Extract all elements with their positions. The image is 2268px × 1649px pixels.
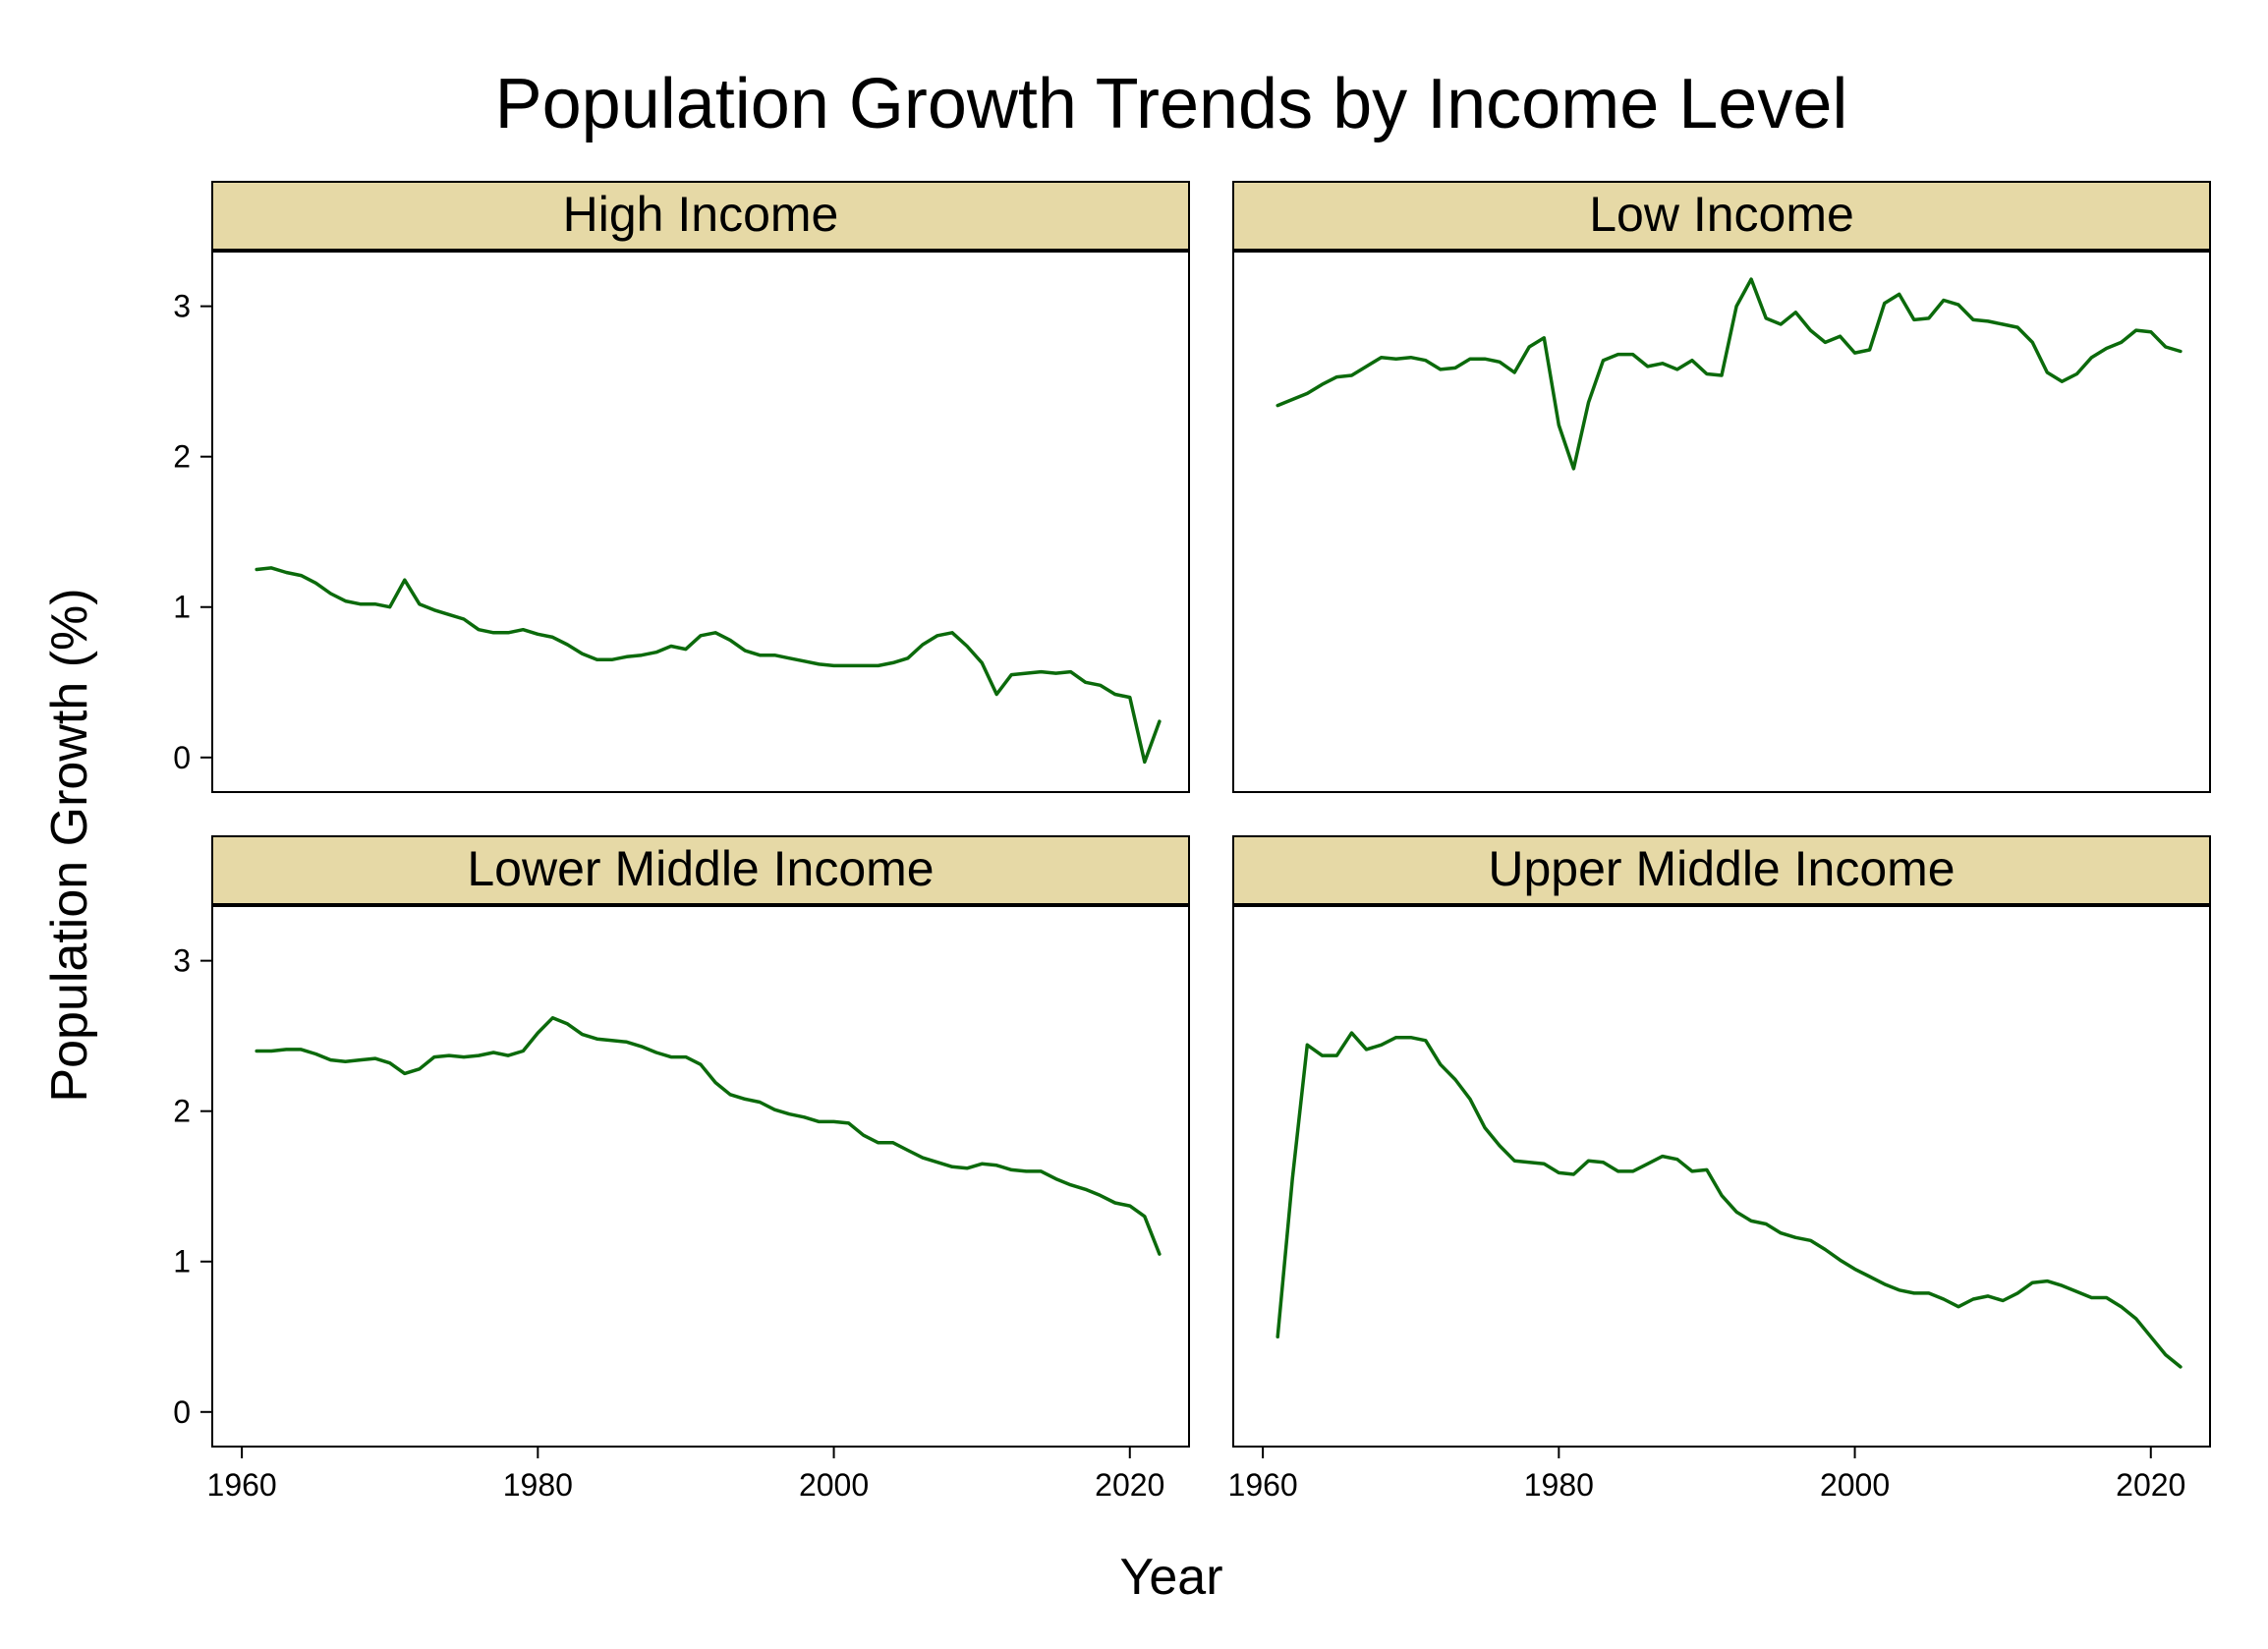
x-tick-label-lower-middle-income-2020: 2020	[1095, 1467, 1164, 1503]
y-tick-label-lower-middle-income-2: 2	[173, 1094, 191, 1129]
panel-lower-middle-income: Lower Middle Income 0 1 2 3 1960 1980 2000 2020	[173, 835, 1190, 1503]
x-tick-label-upper-middle-income-2000: 2000	[1820, 1467, 1890, 1503]
plot-area-upper-middle-income	[1232, 904, 2211, 1448]
x-tick-label-upper-middle-income-2020: 2020	[2116, 1467, 2185, 1503]
plot-area-lower-middle-income	[211, 904, 1190, 1448]
series-line-low-income	[1276, 277, 2183, 471]
strip-low-income	[1232, 181, 2211, 252]
series-line-lower-middle-income	[255, 1016, 1162, 1256]
strip-lower-middle-income	[211, 835, 1190, 906]
x-tick-label-upper-middle-income-1960: 1960	[1228, 1467, 1298, 1503]
x-tick-label-lower-middle-income-1980: 1980	[503, 1467, 573, 1503]
x-tick-label-lower-middle-income-1960: 1960	[207, 1467, 277, 1503]
panel-upper-middle-income: Upper Middle Income 1960 1980 2000 2020	[1228, 835, 2211, 1503]
y-tick-label-high-income-3: 3	[173, 289, 191, 324]
strip-upper-middle-income	[1232, 835, 2211, 906]
y-tick-label-lower-middle-income-3: 3	[173, 943, 191, 979]
y-tick-label-high-income-0: 0	[173, 740, 191, 775]
strip-label-lower-middle-income: Lower Middle Income	[467, 841, 934, 896]
panel-high-income: High Income 0 1 2 3	[173, 181, 1190, 793]
panel-low-income: Low Income	[1232, 181, 2211, 793]
x-tick-label-lower-middle-income-2000: 2000	[799, 1467, 869, 1503]
y-tick-label-high-income-1: 1	[173, 590, 191, 625]
facet-panels: High Income 0 1 2 3 Low Income Lower Middle In…	[173, 181, 2211, 1503]
chart-title: Population Growth Trends by Income Level	[495, 65, 1848, 143]
series-line-high-income	[255, 566, 1162, 765]
y-axis-label: Population Growth (%)	[41, 588, 98, 1102]
plot-area-high-income	[211, 250, 1190, 793]
x-tick-label-upper-middle-income-1980: 1980	[1524, 1467, 1594, 1503]
plot-area-low-income	[1232, 250, 2211, 793]
strip-high-income	[211, 181, 1190, 252]
strip-label-upper-middle-income: Upper Middle Income	[1488, 841, 1955, 896]
strip-label-low-income: Low Income	[1589, 187, 1854, 242]
series-line-upper-middle-income	[1276, 1031, 2183, 1369]
y-tick-label-high-income-2: 2	[173, 439, 191, 475]
x-axis-label: Year	[1119, 1549, 1222, 1606]
y-tick-label-lower-middle-income-0: 0	[173, 1394, 191, 1430]
y-tick-label-lower-middle-income-1: 1	[173, 1244, 191, 1279]
strip-label-high-income: High Income	[563, 187, 839, 242]
